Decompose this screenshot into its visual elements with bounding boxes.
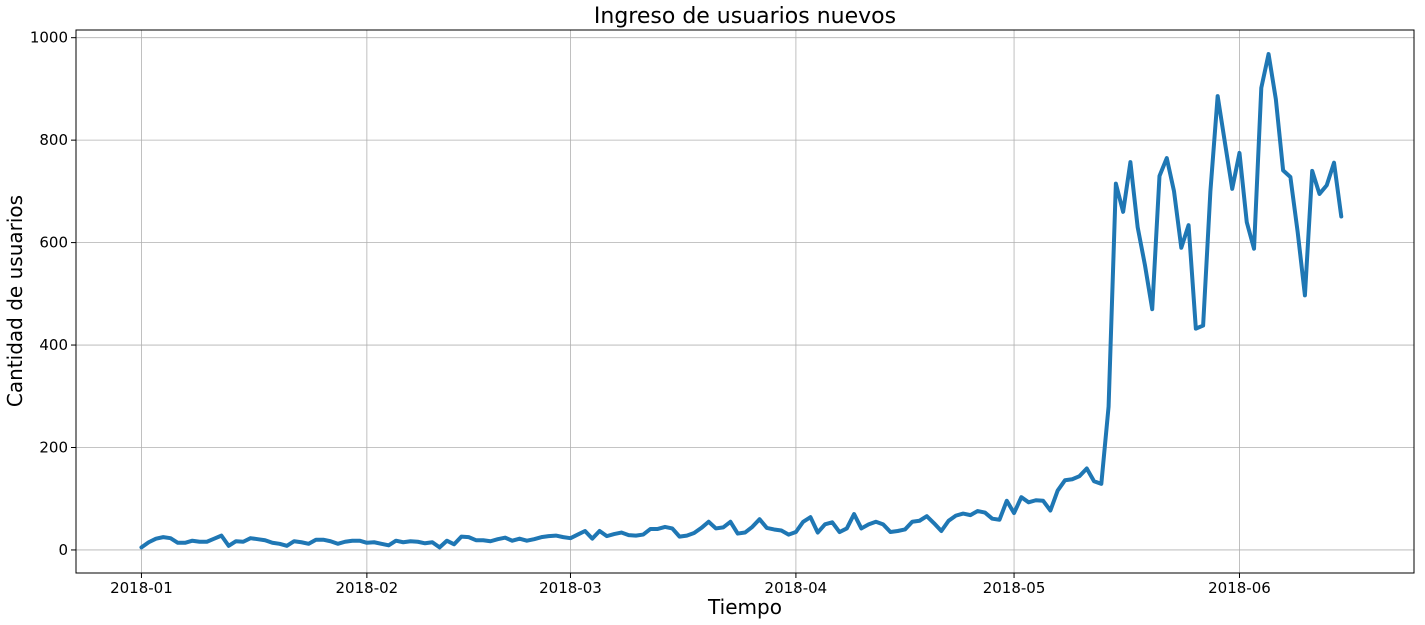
- x-tick-label: 2018-01: [110, 579, 173, 597]
- series-layer: [139, 52, 1344, 550]
- y-axis-label: Cantidad de usuarios: [3, 195, 27, 407]
- y-tick-label: 200: [39, 438, 68, 456]
- x-tick-label: 2018-05: [983, 579, 1046, 597]
- x-tick-label: 2018-02: [336, 579, 399, 597]
- y-tick-label: 400: [39, 336, 68, 354]
- y-tick-label: 1000: [30, 29, 68, 47]
- y-tick-label: 800: [39, 131, 68, 149]
- x-tick-label: 2018-03: [539, 579, 602, 597]
- ticks: 2018-01 2018-02 2018-03 2018-04 2018-05 2018-…: [30, 29, 1271, 597]
- plot-frame: [75, 29, 1415, 574]
- x-axis-label: Tiempo: [707, 595, 782, 619]
- grid: [76, 30, 1414, 573]
- y-tick-label: 0: [58, 541, 68, 559]
- y-tick-label: 600: [39, 234, 68, 252]
- series-line: [139, 52, 1344, 550]
- chart-title: Ingreso de usuarios nuevos: [594, 4, 896, 29]
- x-tick-label: 2018-06: [1208, 579, 1271, 597]
- x-tick-label: 2018-04: [765, 579, 828, 597]
